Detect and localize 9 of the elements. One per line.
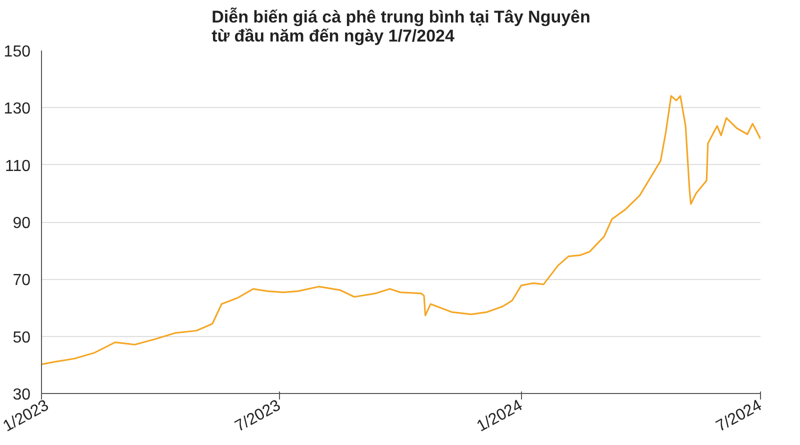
y-tick-label: 90	[12, 215, 31, 232]
y-tick-label: 30	[12, 386, 31, 404]
y-tick-label: 50	[12, 329, 31, 346]
line-series	[42, 95, 760, 366]
chart-title: Diễn biến giá cà phê trung bình tại Tây Nguyên từ đầu năm đến ngày 1/7/2024	[212, 8, 590, 46]
y-tick-label: 130	[4, 100, 31, 118]
y-tick-label: 150	[4, 44, 31, 60]
y-tick-label: 70	[12, 272, 31, 290]
y-tick-label: 110	[4, 158, 31, 175]
